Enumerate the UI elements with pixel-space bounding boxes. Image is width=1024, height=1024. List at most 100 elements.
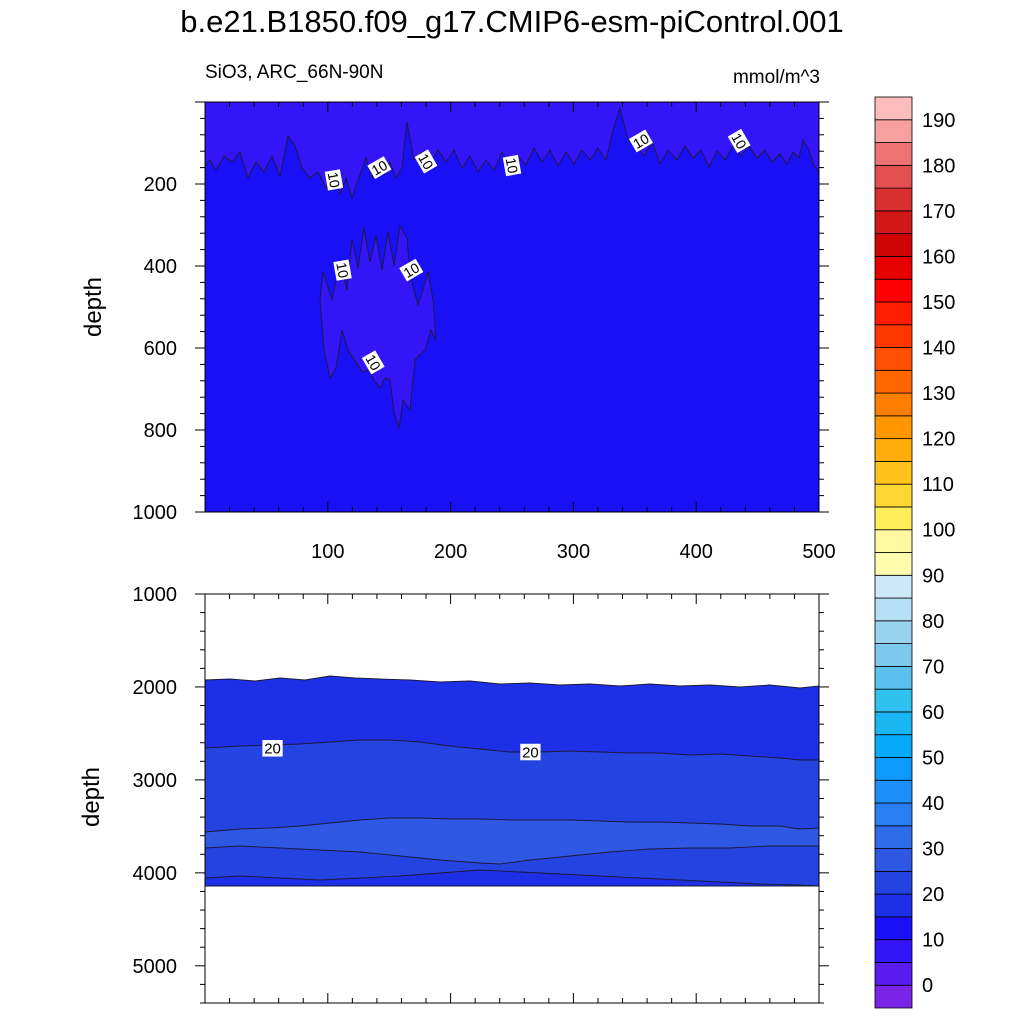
upper-axis-ticks — [195, 101, 829, 513]
colorbar-box — [874, 506, 913, 531]
colorbar-box — [874, 460, 913, 485]
figure-title: b.e21.B1850.f09_g17.CMIP6-esm-piControl.… — [180, 4, 844, 39]
y-tick-label: 800 — [144, 420, 177, 442]
contour-label-text: 10 — [369, 157, 391, 179]
contour-label-box — [727, 128, 751, 153]
variable-region-label: SiO3, ARC_66N-90N — [205, 62, 384, 83]
colorbar-box — [874, 962, 913, 986]
contour-label: 10 — [727, 128, 751, 153]
y-tick-label: 2000 — [133, 677, 178, 699]
contour-label-text: 10 — [503, 156, 521, 174]
colorbar-box — [874, 802, 913, 827]
contour-label-text: 10 — [362, 352, 384, 374]
lower-tick-labels: 1000 2000 3000 4000 5000 — [133, 584, 178, 978]
y-tick-label: 3000 — [133, 770, 178, 792]
colorbar-box — [874, 779, 913, 804]
x-tick-label: 200 — [434, 541, 467, 563]
colorbar-label: 50 — [922, 747, 944, 769]
colorbar-label: 80 — [922, 611, 944, 633]
colorbar-box — [874, 392, 913, 417]
lower-axis-ticks — [195, 593, 829, 1004]
contour-label: 20 — [520, 743, 541, 761]
contour-label-text: 20 — [264, 741, 281, 758]
colorbar-label: 0 — [922, 975, 933, 997]
colorbar-box — [874, 483, 913, 508]
colorbar-label: 70 — [922, 656, 944, 678]
colorbar-box — [874, 529, 913, 553]
colorbar-box — [874, 893, 913, 918]
colorbar-box — [874, 210, 913, 235]
upper-contour-labels: 10 10 10 10 10 10 10 10 10 — [324, 128, 751, 375]
contour-label: 10 — [399, 258, 424, 282]
contour-label: 10 — [414, 149, 438, 174]
y-tick-label: 1000 — [133, 584, 178, 606]
colorbar-label: 160 — [922, 246, 955, 268]
colorbar-box — [874, 96, 913, 121]
upper-tick-labels: 200 400 600 800 1000 100 200 300 400 500 — [133, 174, 836, 563]
lower-panel: 1000 2000 3000 4000 5000 20 20 depth — [78, 584, 829, 1004]
colorbar-box — [874, 848, 913, 872]
colorbar-boxes — [874, 96, 913, 1009]
contour-label-box — [333, 259, 352, 281]
contour-label-box — [399, 258, 424, 282]
colorbar-label: 30 — [922, 839, 944, 861]
colorbar-box — [874, 825, 913, 849]
colorbar-box — [874, 187, 913, 212]
y-tick-label: 5000 — [133, 956, 178, 978]
colorbar-box — [874, 256, 913, 280]
colorbar-box — [874, 643, 913, 667]
contour-label-box — [324, 169, 344, 191]
y-tick-label: 4000 — [133, 863, 178, 885]
contour-label: 10 — [367, 156, 392, 179]
x-tick-label: 500 — [802, 541, 835, 563]
y-tick-label: 600 — [144, 338, 177, 360]
colorbar-box — [874, 597, 913, 622]
y-tick-label: 400 — [144, 256, 177, 278]
contour-label-box — [520, 743, 541, 761]
contour-label-box — [262, 740, 283, 757]
colorbar-box — [874, 870, 913, 895]
contour-label-text: 20 — [522, 744, 539, 761]
contour-label-text: 10 — [401, 259, 423, 281]
contour-label-text: 10 — [415, 151, 437, 173]
colorbar-box — [874, 734, 913, 758]
y-tick-label: 200 — [144, 174, 177, 196]
colorbar-labels: 0 10 20 30 40 50 60 70 80 90 100 110 120 130 140 150 160… — [922, 110, 955, 997]
colorbar-label: 40 — [922, 793, 944, 815]
colorbar-label: 130 — [922, 383, 955, 405]
contour-label-box — [628, 129, 653, 153]
upper-y-axis-label: depth — [80, 277, 107, 337]
colorbar-box — [874, 369, 913, 394]
colorbar-box — [874, 415, 913, 440]
colorbar-label: 120 — [922, 429, 955, 451]
colorbar-box — [874, 438, 913, 462]
colorbar-box — [874, 757, 913, 781]
colorbar-box — [874, 939, 913, 963]
contour-label: 10 — [502, 154, 522, 177]
colorbar-label: 180 — [922, 155, 955, 177]
colorbar-box — [874, 688, 913, 713]
contour-label-text: 10 — [333, 261, 351, 279]
contour-label-box — [502, 154, 522, 177]
x-tick-label: 400 — [680, 541, 713, 563]
y-tick-label: 1000 — [133, 502, 178, 524]
colorbar-label: 90 — [922, 565, 944, 587]
colorbar-box — [874, 916, 913, 941]
colorbar-box — [874, 665, 913, 690]
contour-label-box — [361, 350, 385, 375]
colorbar-label: 100 — [922, 520, 955, 542]
colorbar-box — [874, 119, 913, 143]
contour-label: 10 — [333, 259, 352, 281]
contour-label-box — [367, 156, 392, 179]
colorbar-label: 140 — [922, 338, 955, 360]
contour-label-text: 10 — [325, 171, 343, 189]
contour-label-text: 10 — [630, 130, 652, 152]
lower-y-axis-label: depth — [78, 767, 105, 827]
colorbar-label: 110 — [922, 474, 954, 496]
contour-label: 10 — [324, 169, 344, 191]
colorbar-box — [874, 620, 913, 645]
contour-label: 10 — [361, 350, 385, 375]
colorbar-label: 150 — [922, 292, 955, 314]
